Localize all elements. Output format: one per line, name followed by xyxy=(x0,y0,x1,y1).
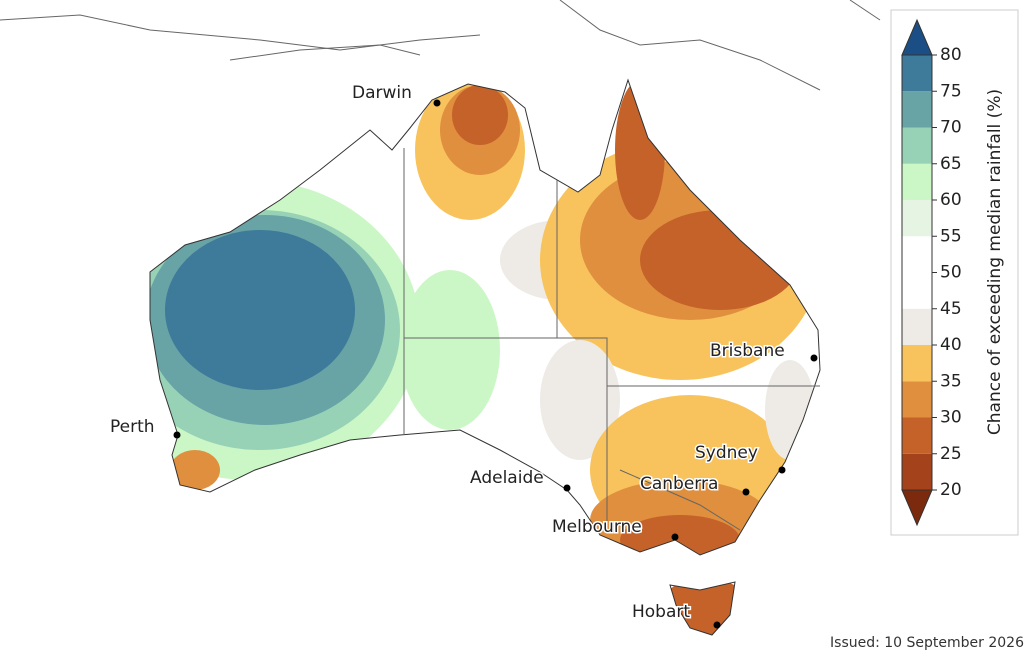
city-label: Brisbane xyxy=(710,341,785,361)
colorbar-tick-label: 75 xyxy=(940,81,962,101)
city-dot xyxy=(173,431,181,439)
colorbar-bin xyxy=(902,308,932,345)
city-label: Melbourne xyxy=(552,517,642,537)
colorbar-tick-label: 55 xyxy=(940,226,962,246)
city-dot xyxy=(810,354,818,362)
coastlines-north xyxy=(0,0,881,91)
state-borders xyxy=(403,148,820,531)
city-dot xyxy=(713,621,721,629)
issued-date: Issued: 10 September 2026 xyxy=(830,635,1024,651)
city-dot xyxy=(778,466,786,474)
colorbar-bin xyxy=(902,127,932,164)
city-label: Darwin xyxy=(352,83,412,103)
colorbar-bin xyxy=(902,345,932,382)
colorbar-tick-label: 60 xyxy=(940,190,962,210)
colorbar: 20 25 30 35 40 45 50 55 60 65 70 75 80 xyxy=(901,18,962,527)
colorbar-tick-label: 80 xyxy=(940,45,962,65)
city-dot xyxy=(671,533,679,541)
colorbar-tick-label: 35 xyxy=(940,371,962,391)
colorbar-bin xyxy=(902,163,932,200)
cities: Darwin Brisbane Perth Sydney Adelaide Canberr… xyxy=(109,82,818,629)
city-dot xyxy=(433,99,441,107)
city-dot xyxy=(742,488,750,496)
colorbar-tick-label: 40 xyxy=(940,335,962,355)
colorbar-bin xyxy=(902,272,932,309)
colorbar-tick-label: 25 xyxy=(940,444,962,464)
colorbar-bin xyxy=(902,453,932,490)
colorbar-tick-label: 30 xyxy=(940,408,962,428)
city-label: Perth xyxy=(110,417,155,437)
colorbar-label: Chance of exceeding median rainfall (%) xyxy=(985,89,1005,435)
colorbar-tick-label: 70 xyxy=(940,118,962,138)
colorbar-tick-label: 45 xyxy=(940,299,962,319)
colorbar-bin xyxy=(902,236,932,273)
colorbar-bin xyxy=(902,91,932,128)
city-label: Canberra xyxy=(640,474,718,494)
colorbar-tick-label: 50 xyxy=(940,263,962,283)
city-label: Hobart xyxy=(632,602,690,622)
colorbar-bin xyxy=(902,200,932,237)
city-dot xyxy=(563,484,571,492)
colorbar-bin xyxy=(902,381,932,418)
city-label: Adelaide xyxy=(470,468,544,488)
city-label: Sydney xyxy=(695,443,758,463)
colorbar-tick-label: 65 xyxy=(940,154,962,174)
rainfall-field xyxy=(150,80,820,635)
colorbar-bin xyxy=(902,417,932,454)
colorbar-bin xyxy=(902,55,932,92)
colorbar-tick-label: 20 xyxy=(940,480,962,500)
